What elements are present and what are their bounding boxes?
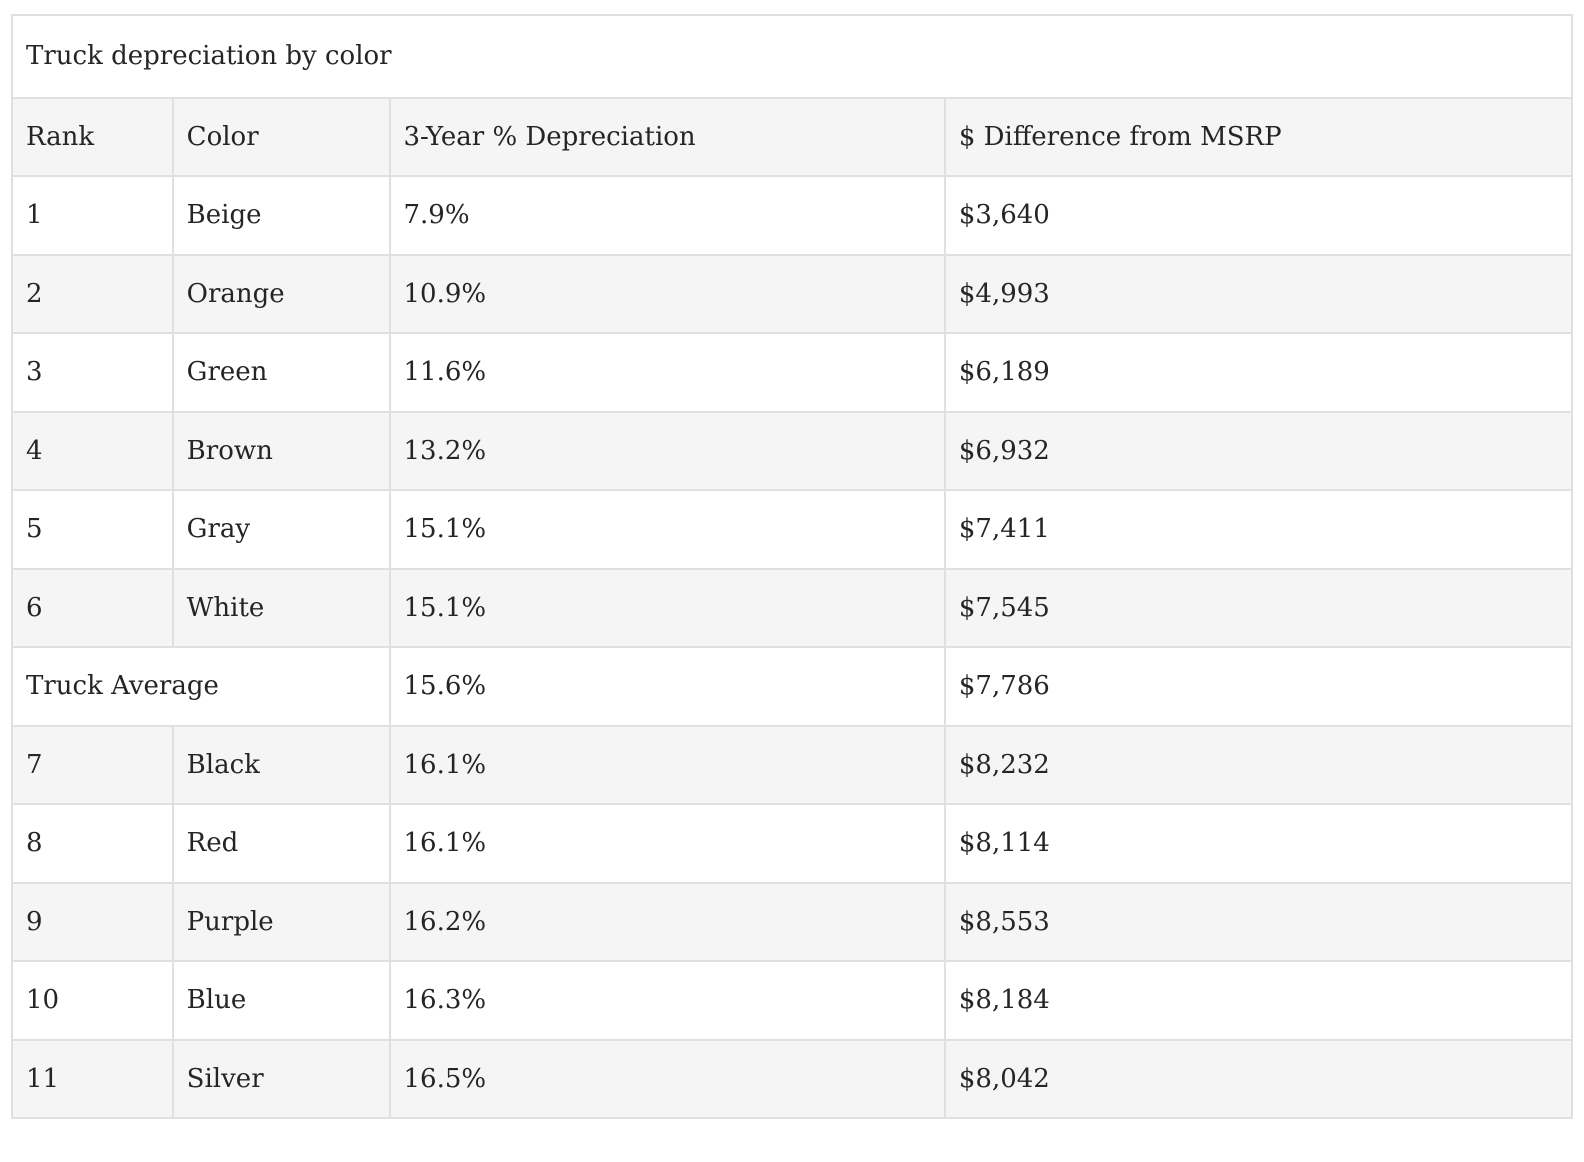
table-row: 6 White 15.1% $7,545	[11, 567, 1574, 648]
table-row: 2 Orange 10.9% $4,993	[11, 253, 1574, 334]
color-cell: Green	[171, 332, 391, 413]
color-cell: Black	[171, 724, 391, 805]
difference-cell: $8,232	[943, 724, 1574, 805]
table-title-row: Truck depreciation by color	[11, 14, 1573, 99]
table-row: 11 Silver 16.5% $8,042	[11, 1038, 1574, 1119]
color-cell: White	[171, 567, 391, 648]
table-row: 1 Beige 7.9% $3,640	[11, 175, 1574, 256]
depreciation-cell: 15.1%	[388, 567, 946, 648]
color-cell: Purple	[171, 881, 391, 962]
rank-cell: 8	[11, 803, 174, 884]
rank-cell: 1	[11, 175, 174, 256]
rank-cell: 3	[11, 332, 174, 413]
depreciation-cell: 16.3%	[388, 960, 946, 1041]
difference-cell: $7,411	[943, 489, 1574, 570]
depreciation-cell: 16.1%	[388, 803, 946, 884]
depreciation-cell: 16.1%	[388, 724, 946, 805]
column-header-rank: Rank	[11, 96, 174, 177]
rank-cell: 4	[11, 410, 174, 491]
difference-cell: $8,114	[943, 803, 1574, 884]
rank-color-cell: Truck Average	[11, 646, 391, 727]
column-header-difference-from-msrp: $ Difference from MSRP	[943, 96, 1574, 177]
color-cell: Beige	[171, 175, 391, 256]
rank-cell: 7	[11, 724, 174, 805]
difference-cell: $4,993	[943, 253, 1574, 334]
color-cell: Silver	[171, 1038, 391, 1119]
column-header-color: Color	[171, 96, 391, 177]
depreciation-cell: 11.6%	[388, 332, 946, 413]
difference-cell: $8,184	[943, 960, 1574, 1041]
rank-cell: 10	[11, 960, 174, 1041]
depreciation-cell: 13.2%	[388, 410, 946, 491]
table-row: 5 Gray 15.1% $7,411	[11, 489, 1574, 570]
depreciation-cell: 10.9%	[388, 253, 946, 334]
truck-depreciation-table: Truck depreciation by color Rank Color 3-Y…	[11, 14, 1574, 1119]
rank-cell: 9	[11, 881, 174, 962]
depreciation-cell: 15.1%	[388, 489, 946, 570]
difference-cell: $8,553	[943, 881, 1574, 962]
color-cell: Gray	[171, 489, 391, 570]
table-row: 7 Black 16.1% $8,232	[11, 724, 1574, 805]
rank-cell: 6	[11, 567, 174, 648]
table-row: 4 Brown 13.2% $6,932	[11, 410, 1574, 491]
table-row: 8 Red 16.1% $8,114	[11, 803, 1574, 884]
color-cell: Red	[171, 803, 391, 884]
table-title: Truck depreciation by color	[11, 14, 1573, 99]
color-cell: Blue	[171, 960, 391, 1041]
depreciation-cell: 15.6%	[388, 646, 946, 727]
difference-cell: $3,640	[943, 175, 1574, 256]
rank-cell: 11	[11, 1038, 174, 1119]
color-cell: Brown	[171, 410, 391, 491]
difference-cell: $6,189	[943, 332, 1574, 413]
rank-cell: 2	[11, 253, 174, 334]
rank-cell: 5	[11, 489, 174, 570]
color-cell: Orange	[171, 253, 391, 334]
table-row: 9 Purple 16.2% $8,553	[11, 881, 1574, 962]
difference-cell: $8,042	[943, 1038, 1574, 1119]
depreciation-cell: 16.5%	[388, 1038, 946, 1119]
difference-cell: $7,545	[943, 567, 1574, 648]
table-header-row: Rank Color 3-Year % Depreciation $ Differen…	[11, 96, 1574, 177]
table-row-truck-average: Truck Average 15.6% $7,786	[11, 646, 1574, 727]
depreciation-cell: 7.9%	[388, 175, 946, 256]
table-row: 3 Green 11.6% $6,189	[11, 332, 1574, 413]
difference-cell: $7,786	[943, 646, 1574, 727]
depreciation-cell: 16.2%	[388, 881, 946, 962]
difference-cell: $6,932	[943, 410, 1574, 491]
column-header-3-year-depreciation: 3-Year % Depreciation	[388, 96, 946, 177]
table-row: 10 Blue 16.3% $8,184	[11, 960, 1574, 1041]
